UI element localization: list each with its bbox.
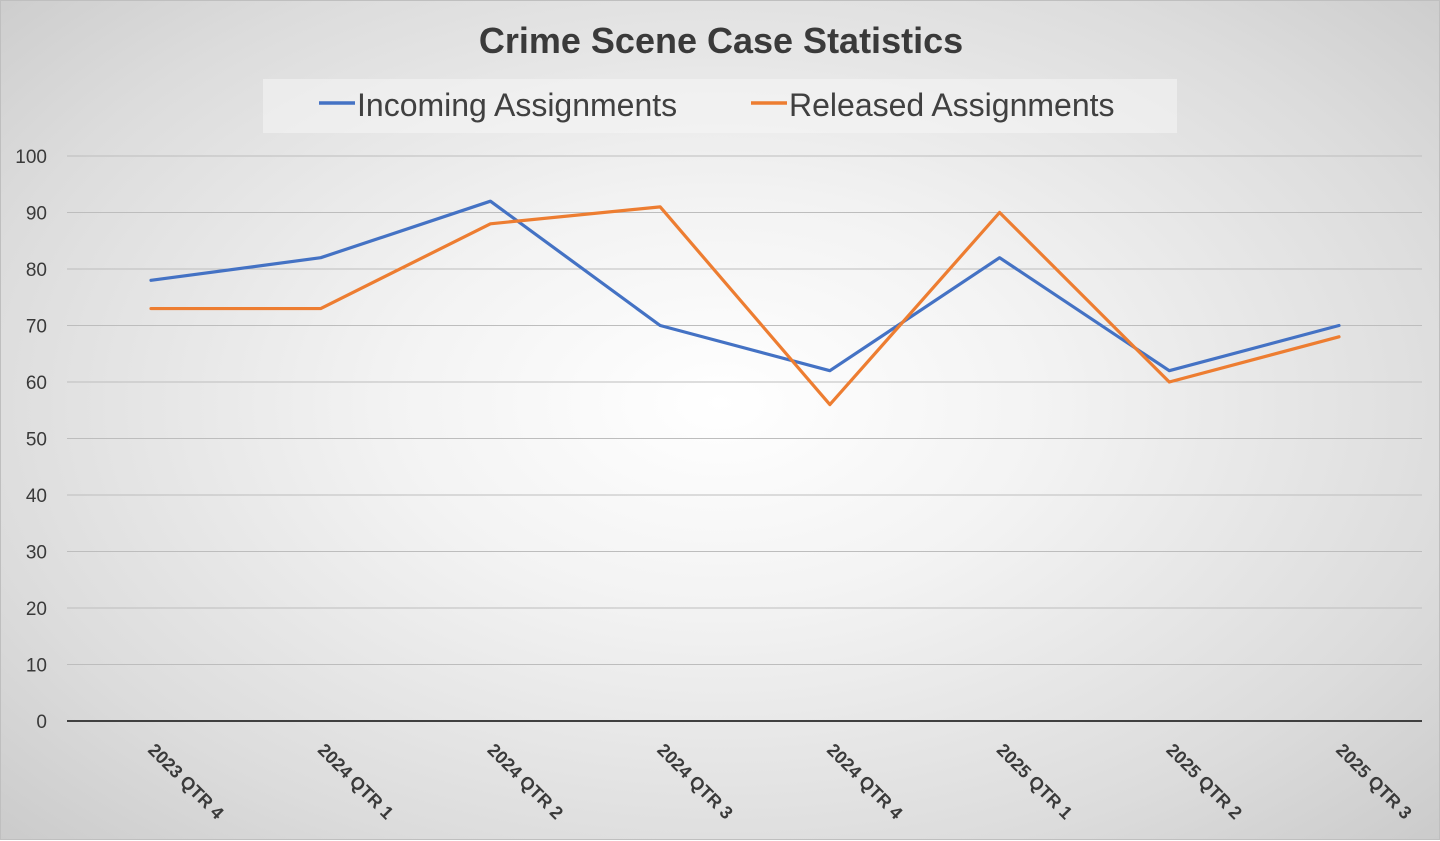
x-tick-label: 2024 QTR 2: [484, 740, 567, 823]
x-axis: 2023 QTR 4 2024 QTR 1 2024 QTR 2 2024 QTR 3…: [67, 721, 1422, 823]
y-tick-label: 80: [26, 260, 47, 281]
series-lines: [151, 201, 1339, 405]
x-tick-label: 2024 QTR 3: [653, 740, 736, 823]
x-tick-label: 2024 QTR 4: [823, 740, 906, 823]
y-tick-label: 0: [36, 712, 47, 733]
x-tick-label: 2025 QTR 2: [1162, 740, 1245, 823]
y-tick-label: 50: [26, 430, 47, 451]
legend-label: Released Assignments: [789, 87, 1115, 123]
x-tick-label: 2025 QTR 3: [1332, 740, 1415, 823]
series-line-2: [151, 207, 1339, 405]
y-axis: 0 10 20 30 40 50 60 70 80 90 100: [15, 147, 47, 733]
y-tick-label: 60: [26, 373, 47, 394]
gridlines: [67, 156, 1422, 665]
y-tick-label: 40: [26, 486, 47, 507]
y-tick-label: 90: [26, 204, 47, 225]
y-tick-label: 70: [26, 317, 47, 338]
chart-title: Crime Scene Case Statistics: [479, 20, 963, 61]
y-tick-label: 20: [26, 599, 47, 620]
legend-label: Incoming Assignments: [357, 87, 677, 123]
series-line-1: [151, 201, 1339, 371]
x-tick-label: 2024 QTR 1: [314, 740, 397, 823]
y-tick-label: 100: [15, 147, 47, 168]
x-tick-label: 2023 QTR 4: [144, 740, 227, 823]
x-tick-label: 2025 QTR 1: [993, 740, 1076, 823]
y-tick-label: 30: [26, 543, 47, 564]
y-tick-label: 10: [26, 656, 47, 677]
